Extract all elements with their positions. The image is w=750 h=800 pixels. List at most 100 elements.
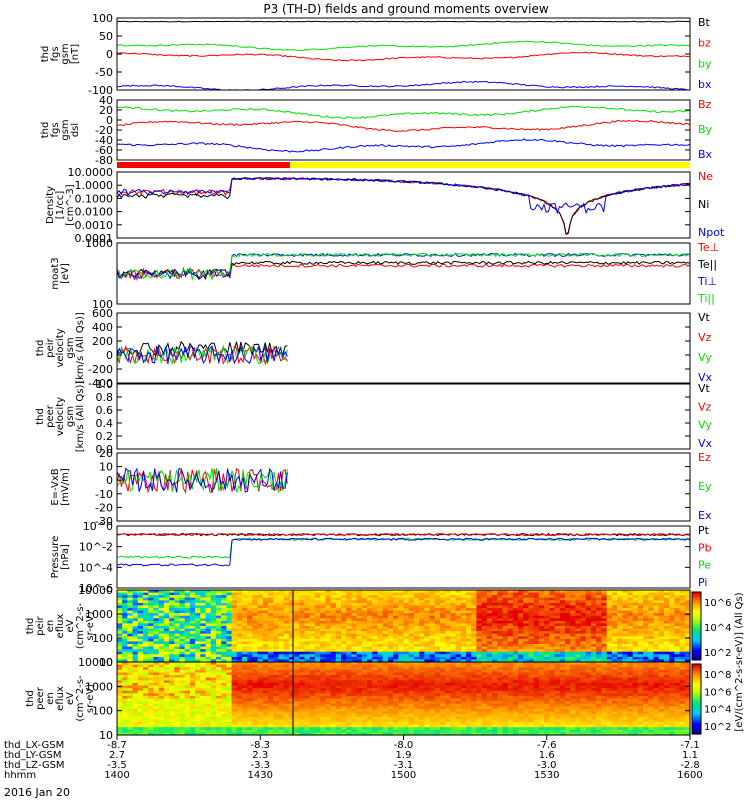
heatmap-cell (361, 664, 368, 668)
heatmap-cell (684, 641, 691, 645)
heatmap-cell (273, 711, 280, 715)
heatmap-cell (117, 659, 123, 663)
heatmap-cell (273, 623, 280, 627)
heatmap-cell (117, 698, 123, 702)
heatmap-cell (221, 649, 227, 653)
heatmap-cell (242, 623, 248, 627)
heatmap-cell (393, 708, 399, 713)
heatmap-cell (122, 690, 128, 694)
heatmap-cell (408, 654, 415, 658)
heatmap-cell (538, 656, 545, 661)
heatmap-cell (127, 719, 134, 723)
heatmap-cell (231, 628, 238, 632)
heatmap-cell (669, 646, 675, 650)
heatmap-cell (507, 656, 514, 661)
heatmap-cell (299, 727, 306, 731)
heatmap-cell (601, 649, 608, 653)
heatmap-cell (221, 729, 227, 733)
heatmap-cell (632, 633, 639, 637)
heatmap-cell (377, 644, 384, 648)
heatmap-cell (387, 597, 394, 601)
heatmap-cell (419, 651, 425, 655)
heatmap-cell (132, 672, 139, 676)
y-tick-label: 10^-6 (79, 582, 113, 595)
y-tick-label: 1000 (85, 608, 113, 621)
heatmap-cell (184, 656, 191, 661)
heatmap-cell (195, 690, 201, 694)
panel-frame (116, 242, 691, 305)
heatmap-cell (257, 677, 264, 681)
heatmap-cell (455, 620, 462, 625)
heatmap-cell (653, 656, 660, 661)
heatmap-cell (236, 618, 243, 622)
heatmap-cell (523, 595, 530, 599)
heatmap-cell (622, 649, 629, 653)
heatmap-cell (398, 675, 405, 679)
heatmap-cell (372, 595, 378, 599)
heatmap-cell (393, 672, 399, 676)
heatmap-cell (533, 602, 540, 607)
heatmap-cell (408, 649, 415, 653)
heatmap-cell (299, 669, 306, 673)
heatmap-cell (325, 656, 332, 661)
heatmap-cell (163, 701, 170, 705)
heatmap-cell (596, 605, 602, 609)
heatmap-cell (413, 727, 420, 731)
heatmap-cell (163, 592, 170, 596)
heatmap-cell (288, 714, 295, 718)
heatmap-cell (554, 605, 561, 609)
heatmap-cell (221, 703, 227, 707)
heatmap-cell (471, 644, 477, 648)
heatmap-cell (429, 590, 436, 594)
heatmap-cell (429, 610, 436, 614)
heatmap-cell (247, 698, 253, 702)
heatmap-cell (575, 641, 582, 645)
heatmap-cell (606, 633, 613, 637)
heatmap-cell (502, 613, 509, 617)
heatmap-cell (476, 649, 483, 653)
heatmap-cell (403, 680, 410, 684)
heatmap-cell (216, 703, 222, 707)
heatmap-cell (674, 628, 681, 632)
heatmap-cell (288, 626, 295, 630)
heatmap-cell (617, 623, 623, 627)
heatmap-cell (601, 633, 608, 637)
heatmap-cell (226, 706, 233, 710)
heatmap-cell (288, 654, 295, 658)
heatmap-cell (382, 646, 389, 650)
heatmap-cell (273, 701, 280, 705)
heatmap-cell (356, 729, 363, 733)
heatmap-cell (518, 638, 524, 643)
heatmap-cell (523, 590, 530, 594)
heatmap-cell (335, 706, 342, 710)
heatmap-cell (216, 605, 222, 609)
heatmap-cell (330, 662, 337, 666)
heatmap-cell (122, 669, 128, 673)
heatmap-cell (377, 677, 384, 681)
heatmap-cell (216, 610, 222, 614)
heatmap-cell (137, 703, 144, 707)
heatmap-cell (299, 633, 306, 637)
heatmap-cell (335, 597, 342, 601)
heatmap-cell (309, 729, 316, 733)
heatmap-cell (216, 667, 222, 671)
heatmap-cell (382, 631, 389, 635)
heatmap-cell (664, 590, 670, 594)
heatmap-cell (356, 618, 363, 622)
heatmap-cell (372, 714, 378, 718)
heatmap-cell (273, 613, 280, 617)
heatmap-cell (486, 620, 493, 625)
heatmap-cell (262, 641, 269, 645)
heatmap-cell (669, 602, 675, 607)
heatmap-cell (486, 602, 493, 607)
heatmap-cell (377, 628, 384, 632)
heatmap-cell (200, 597, 207, 601)
heatmap-cell (356, 722, 363, 726)
heatmap-cell (419, 693, 425, 697)
heatmap-cell (492, 608, 498, 612)
heatmap-cell (216, 613, 222, 617)
heatmap-cell (127, 608, 134, 612)
heatmap-cell (127, 631, 134, 635)
heatmap-cell (601, 600, 608, 604)
heatmap-cell (304, 675, 311, 679)
